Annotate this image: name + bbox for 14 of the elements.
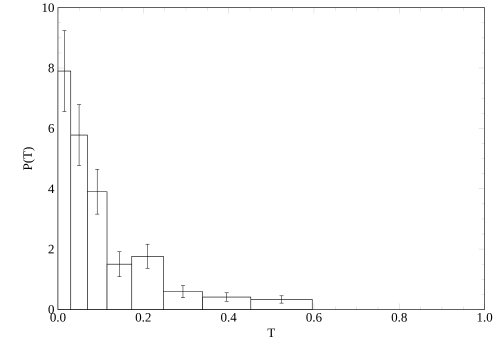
y-tick-label: 4 xyxy=(48,184,54,193)
y-tick-label: 8 xyxy=(48,63,54,72)
y-tick-label: 0 xyxy=(48,304,54,314)
x-tick-label: 0.4 xyxy=(221,312,237,322)
x-tick-label: 0.2 xyxy=(136,312,151,322)
y-tick-label: 2 xyxy=(48,244,54,254)
y-tick-label: 6 xyxy=(48,124,54,133)
x-tick-label: 1.0 xyxy=(478,312,492,322)
y-tick-label: 10 xyxy=(42,3,54,12)
x-tick-label: 0.8 xyxy=(392,312,407,322)
x-axis-title: T xyxy=(268,328,276,337)
x-tick-label: 0.0 xyxy=(50,312,66,322)
x-tick-label: 0.6 xyxy=(306,312,322,322)
y-axis-title: P(T) xyxy=(22,147,35,170)
